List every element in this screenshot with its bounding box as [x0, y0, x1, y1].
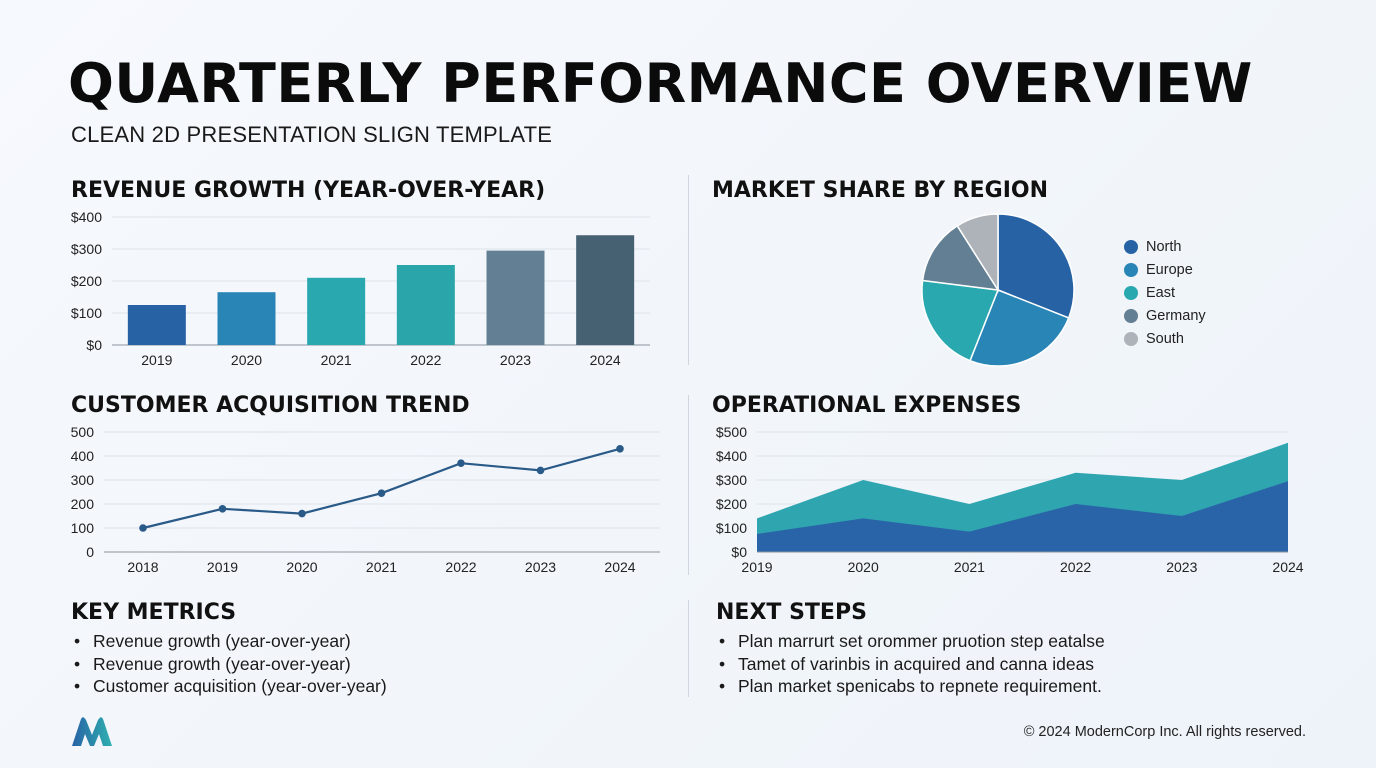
y-tick-label: $300 [71, 241, 102, 257]
y-tick-label: $300 [716, 472, 747, 488]
y-tick-label: $400 [716, 448, 747, 464]
vertical-divider-top [688, 175, 689, 365]
bar [217, 292, 276, 345]
x-tick-label: 2023 [525, 559, 556, 575]
y-tick-label: $500 [716, 424, 747, 440]
pie-slice [921, 224, 1000, 291]
x-tick-label: 2020 [848, 559, 879, 575]
x-tick-label: 2019 [141, 352, 172, 368]
legend-item: Germany [1124, 304, 1206, 327]
pie-slice [956, 213, 999, 293]
x-tick-label: 2019 [207, 559, 238, 575]
x-tick-label: 2021 [954, 559, 985, 575]
y-tick-label: 500 [71, 424, 95, 440]
acquisition-line-chart: 0 100 200 300 400 500 2018 2019 2020 2021 2022 2023… [71, 424, 660, 575]
legend-label: Germany [1146, 307, 1206, 324]
bar [576, 235, 635, 345]
area-series [757, 481, 1288, 552]
y-tick-label: $200 [716, 496, 747, 512]
key-metrics-list: Revenue growth (year-over-year) Revenue … [71, 630, 387, 698]
legend-label: East [1146, 284, 1176, 301]
y-tick-label: 100 [71, 520, 95, 536]
revenue-chart-title: REVENUE GROWTH (YEAR-OVER-YEAR) [71, 178, 546, 203]
market-share-title: MARKET SHARE BY REGION [712, 178, 1048, 203]
vertical-divider-bottom [688, 600, 689, 697]
data-point [457, 459, 465, 467]
x-tick-label: 2018 [127, 559, 158, 575]
pie-legend: North Europe East Germany South [1124, 235, 1206, 350]
x-tick-label: 2024 [590, 352, 621, 368]
y-tick-label: 200 [71, 496, 95, 512]
page-subtitle: CLEAN 2D PRESENTATION SLIGN TEMPLATE [71, 122, 553, 147]
x-tick-label: 2022 [445, 559, 476, 575]
footer-copyright: © 2024 ModernCorp Inc. All rights reserv… [1023, 724, 1306, 740]
bar [486, 250, 545, 345]
series-line [142, 447, 621, 530]
legend-item: East [1124, 281, 1206, 304]
acquisition-chart-title: CUSTOMER ACQUISITION TREND [71, 393, 470, 418]
legend-swatch [1124, 285, 1138, 300]
revenue-bar-chart: $0 $100 $200 $300 $400 2019 2020 2021 2022 2023 20… [71, 209, 650, 368]
legend-swatch [1124, 331, 1138, 346]
bar [396, 265, 455, 345]
pie-slice [969, 289, 1070, 367]
bar [127, 305, 186, 345]
pie-slice [997, 213, 1075, 319]
legend-swatch [1124, 262, 1138, 277]
list-item: Tamet of varinbis in acquired and canna … [716, 653, 1105, 676]
pie-slice [921, 279, 1000, 362]
x-tick-label: 2020 [231, 352, 262, 368]
legend-label: South [1146, 330, 1184, 347]
y-tick-label: $200 [71, 273, 102, 289]
legend-swatch [1124, 239, 1138, 254]
legend-label: North [1146, 238, 1182, 255]
data-point [139, 524, 147, 532]
page-title: QUARTERLY PERFORMANCE OVERVIEW [68, 52, 1253, 115]
y-tick-label: $400 [71, 209, 102, 225]
y-tick-label: 400 [71, 448, 95, 464]
x-tick-label: 2024 [604, 559, 635, 575]
list-item: Plan market spenicabs to repnete require… [716, 675, 1105, 698]
modern-corp-logo-icon [72, 717, 112, 746]
market-share-pie-chart [921, 213, 1075, 367]
legend-swatch [1124, 308, 1138, 323]
data-point [377, 489, 386, 497]
x-tick-label: 2023 [500, 352, 531, 368]
y-tick-label: $100 [71, 305, 102, 321]
list-item: Revenue growth (year-over-year) [71, 630, 387, 653]
y-tick-label: $100 [716, 520, 747, 536]
y-tick-label: $0 [731, 544, 747, 560]
expenses-chart-title: OPERATIONAL EXPENSES [712, 393, 1022, 418]
data-point [218, 505, 227, 513]
data-point [298, 509, 306, 518]
legend-item: North [1124, 235, 1206, 258]
bar [307, 277, 366, 345]
y-tick-label: $0 [86, 337, 102, 353]
legend-label: Europe [1146, 261, 1193, 278]
list-item: Customer acquisition (year-over-year) [71, 675, 387, 698]
x-tick-label: 2021 [321, 352, 352, 368]
next-steps-title: NEXT STEPS [716, 600, 867, 625]
vertical-divider-middle [688, 395, 689, 575]
expenses-area-chart: $0 $100 $200 $300 $400 $500 2019 2020 2021 2022 20… [716, 424, 1304, 575]
data-point [616, 445, 624, 453]
y-tick-label: 300 [71, 472, 95, 488]
list-item: Plan marrurt set orommer pruotion step e… [716, 630, 1105, 653]
legend-item: Europe [1124, 258, 1206, 281]
x-tick-label: 2023 [1166, 559, 1197, 575]
x-tick-label: 2020 [286, 559, 317, 575]
x-tick-label: 2022 [410, 352, 441, 368]
next-steps-list: Plan marrurt set orommer pruotion step e… [716, 630, 1105, 698]
legend-item: South [1124, 327, 1206, 350]
data-point [536, 466, 545, 475]
key-metrics-title: KEY METRICS [71, 600, 237, 625]
x-tick-label: 2019 [741, 559, 772, 575]
list-item: Revenue growth (year-over-year) [71, 653, 387, 676]
x-tick-label: 2021 [366, 559, 397, 575]
x-tick-label: 2024 [1272, 559, 1303, 575]
y-tick-label: 0 [86, 544, 94, 560]
x-tick-label: 2022 [1060, 559, 1091, 575]
